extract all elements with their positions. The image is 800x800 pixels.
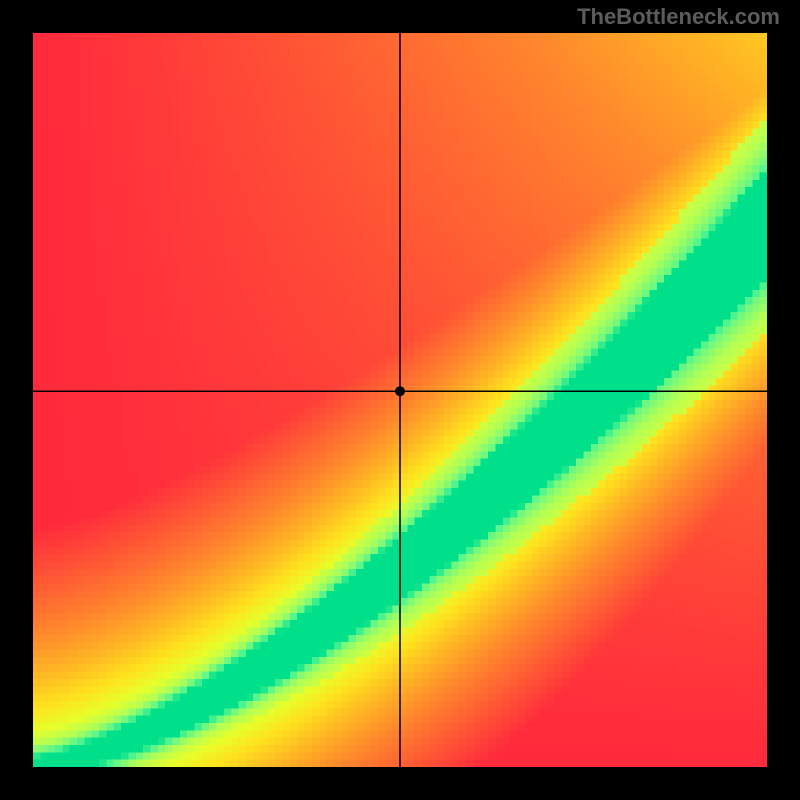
bottleneck-heatmap [33, 33, 767, 767]
chart-container: TheBottleneck.com [0, 0, 800, 800]
watermark-text: TheBottleneck.com [577, 4, 780, 30]
